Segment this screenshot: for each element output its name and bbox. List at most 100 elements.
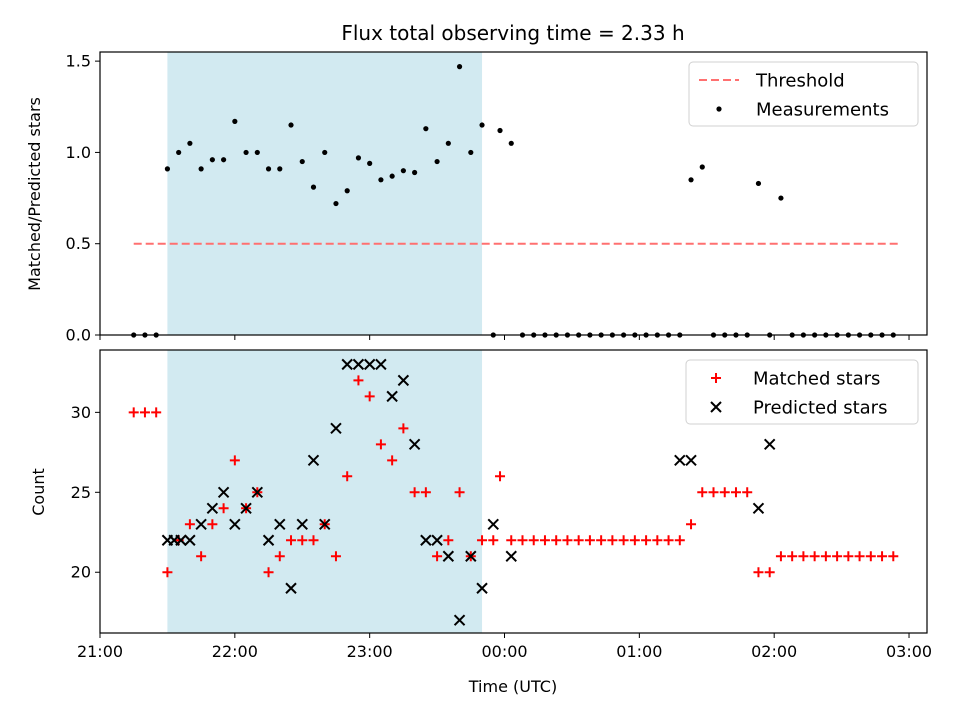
bottom-matched-star-point — [477, 535, 488, 546]
bottom-matched-star-point — [652, 535, 663, 546]
bottom-predicted-star-point — [420, 534, 432, 546]
top-measurement-point — [187, 140, 193, 146]
top-measurement-point — [479, 122, 485, 128]
top-legend-measurement-handle — [716, 106, 722, 112]
top-highlight-span — [167, 52, 483, 335]
bottom-matched-star-point — [274, 551, 285, 562]
bottom-predicted-star-point — [195, 518, 207, 530]
top-measurement-point — [456, 64, 463, 70]
bottom-predicted-star-point — [465, 550, 477, 562]
bottom-matched-star-point — [539, 535, 550, 546]
bottom-predicted-star-point — [217, 486, 230, 499]
bottom-predicted-star-point — [330, 422, 342, 435]
bottom-matched-star-point — [196, 551, 207, 562]
top-measurement-point — [688, 177, 694, 183]
top-measurement-point — [389, 173, 395, 179]
top-y-tick-label: 1.0 — [66, 143, 91, 162]
top-panel: 0.0 0.5 1.0 1.5 Threshold Measurements — [66, 51, 928, 345]
bottom-predicted-star-point — [262, 534, 275, 546]
bottom-legend-matched-handle — [711, 373, 721, 383]
bottom-matched-star-point — [364, 391, 375, 402]
bottom-predicted-star-point — [685, 454, 697, 467]
bottom-legend-label: Predicted stars — [753, 398, 887, 419]
top-measurement-point — [209, 157, 215, 163]
top-measurement-point — [198, 166, 204, 172]
bottom-matched-star-point — [517, 535, 528, 546]
bottom-predicted-star-point — [175, 534, 187, 546]
top-measurement-point — [299, 158, 305, 165]
bottom-x-tick-label: 23:00 — [347, 642, 393, 661]
bottom-predicted-star-point — [442, 550, 455, 562]
bottom-matched-star-point — [764, 567, 775, 578]
bottom-predicted-star-point — [397, 374, 410, 387]
bottom-predicted-star-point — [487, 518, 499, 530]
bottom-y-axis-label: Count — [29, 468, 48, 516]
bottom-x-tick-label: 00:00 — [481, 642, 527, 661]
bottom-matched-star-point — [162, 567, 173, 578]
bottom-predicted-star-point — [307, 454, 320, 467]
bottom-predicted-star-point — [752, 502, 765, 514]
bottom-x-tick-label: 03:00 — [886, 642, 932, 661]
bottom-matched-star-point — [697, 487, 708, 498]
chart-title: Flux total observing time = 2.33 h — [341, 21, 684, 45]
top-measurement-point — [367, 160, 373, 166]
top-measurement-point — [344, 188, 350, 194]
top-measurement-point — [497, 127, 503, 134]
bottom-matched-star-point — [139, 407, 150, 418]
bottom-matched-star-point — [730, 487, 741, 498]
bottom-matched-star-point — [562, 535, 573, 546]
top-measurement-point — [277, 166, 283, 172]
bottom-matched-star-point — [674, 535, 685, 546]
bottom-matched-star-point — [663, 535, 674, 546]
top-measurement-point — [288, 122, 294, 128]
bottom-matched-star-point — [888, 551, 899, 562]
top-measurement-point — [755, 180, 762, 187]
bottom-axes-frame — [99, 349, 928, 634]
bottom-matched-star-point — [286, 535, 297, 546]
top-measurement-point — [778, 195, 784, 201]
bottom-matched-star-point — [495, 471, 506, 482]
bottom-matched-star-point — [443, 535, 454, 546]
bottom-matched-star-point — [641, 535, 652, 546]
bottom-matched-star-point — [618, 535, 629, 546]
bottom-matched-star-point — [820, 551, 831, 562]
bottom-x-tick-label: 02:00 — [751, 642, 797, 661]
bottom-predicted-star-point — [206, 502, 219, 514]
bottom-matched-star-point — [775, 551, 786, 562]
bottom-predicted-star-point — [386, 390, 398, 403]
top-measurement-point — [254, 149, 260, 156]
top-axes-frame — [99, 51, 928, 336]
top-measurement-point — [508, 140, 514, 146]
top-measurement-point — [355, 155, 362, 161]
top-measurement-point — [333, 200, 339, 207]
bottom-matched-star-point — [488, 535, 499, 546]
bottom-matched-star-point — [218, 503, 229, 514]
bottom-predicted-star-point — [341, 358, 353, 371]
bottom-matched-star-point — [686, 519, 697, 530]
top-measurement-point — [221, 157, 227, 163]
bottom-predicted-star-point — [296, 518, 308, 530]
bottom-matched-star-point — [551, 535, 562, 546]
bottom-matched-star-point — [708, 487, 719, 498]
bottom-matched-star-point — [330, 551, 341, 562]
bottom-legend-label: Matched stars — [753, 369, 880, 390]
bottom-x-tick-label: 22:00 — [212, 642, 258, 661]
bottom-predicted-star-point — [274, 518, 286, 530]
bottom-predicted-star-point — [251, 486, 264, 499]
bottom-matched-star-point — [753, 567, 764, 578]
bottom-matched-star-point — [573, 535, 584, 546]
bottom-matched-star-point — [607, 535, 618, 546]
bottom-matched-star-point — [297, 535, 308, 546]
top-measurement-point — [322, 149, 328, 156]
bottom-matched-star-point — [865, 551, 876, 562]
bottom-matched-star-point — [454, 487, 465, 498]
bottom-predicted-star-point — [240, 502, 252, 514]
bottom-predicted-star-point — [319, 518, 331, 530]
top-measurement-point — [400, 168, 406, 174]
bottom-matched-star-point — [798, 551, 809, 562]
top-measurement-point — [468, 149, 474, 156]
bottom-matched-star-point — [398, 423, 409, 434]
bottom-matched-star-point — [308, 535, 319, 546]
bottom-matched-star-point — [787, 551, 798, 562]
